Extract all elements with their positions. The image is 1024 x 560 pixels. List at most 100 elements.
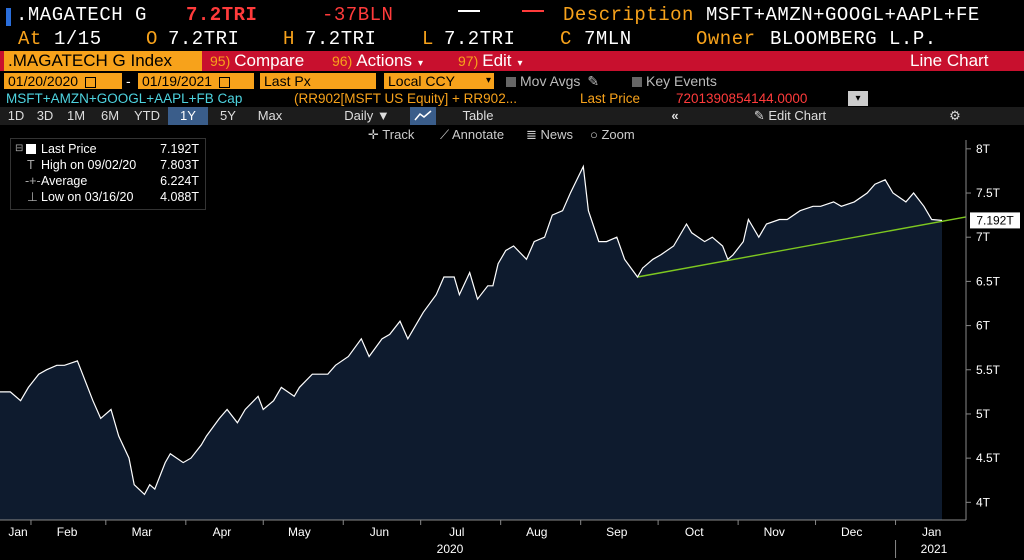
last-price: 7.2TRI <box>186 4 258 26</box>
price-field-value: Last Px <box>264 73 311 89</box>
mov-avgs-label: Mov Avgs <box>520 73 581 89</box>
legend-last-label: Last Price <box>41 142 97 156</box>
news-icon: ≣ <box>526 127 537 142</box>
last-value-label-box: 7.192T <box>970 212 1020 229</box>
legend-last-value: 7.192T <box>160 142 199 156</box>
settings-gear-icon[interactable]: ⚙ <box>949 108 961 123</box>
collapse-left-button[interactable]: « <box>671 108 679 123</box>
pencil-icon: ✎ <box>587 73 600 89</box>
trend-line <box>637 216 967 278</box>
end-date-value: 01/19/2021 <box>142 73 213 89</box>
edit-chart-button[interactable]: ✎ Edit Chart <box>742 107 838 125</box>
annotate-icon: ⟋ <box>440 127 450 142</box>
chart-type-button[interactable] <box>410 107 436 125</box>
y-tick-label: 5.5T <box>976 363 1001 377</box>
legend-average-value: 6.224T <box>160 174 199 188</box>
price-chart[interactable]: 4T 4.5T 5T 5.5T 6T 6.5T 7T 7.5T 8T Jan Feb Mar Apr M… <box>0 140 1024 560</box>
x-year-label: 2021 <box>921 542 948 556</box>
x-month-label: Oct <box>685 525 704 539</box>
price-field-dropdown[interactable]: Last Px <box>260 73 376 89</box>
security-dropdown-button[interactable]: ▾ <box>848 91 868 106</box>
low-value: 7.2TRI <box>444 28 516 50</box>
calendar-icon <box>218 76 230 88</box>
description-label: Description <box>563 4 694 26</box>
legend-swatch-icon <box>26 144 36 154</box>
ticker-marker <box>6 8 11 26</box>
security-index-label: .MAGATECH G Index <box>8 51 173 70</box>
price-area <box>0 166 942 520</box>
tab-period-5y[interactable]: 5Y <box>220 108 236 123</box>
checkbox-icon <box>506 77 516 88</box>
x-month-label: Jan <box>922 525 941 539</box>
checkbox-icon <box>632 77 642 88</box>
edit-number: 97) <box>458 53 479 69</box>
end-date-field[interactable]: 01/19/2021 <box>138 73 254 89</box>
chart-legend: ⊟ Last Price 7.192T T High on 09/02/20 7… <box>10 138 206 210</box>
crosshair-icon: ✛ <box>368 127 379 142</box>
x-month-label: Aug <box>526 525 547 539</box>
zoom-tool[interactable]: ○ Zoom <box>590 127 635 143</box>
legend-collapse-icon: ⊟ <box>15 143 24 154</box>
view-type-label: Line Chart <box>910 51 989 70</box>
legend-low: ⊥ Low on 03/16/20 4.088T <box>11 189 205 205</box>
x-month-label: Mar <box>132 525 153 539</box>
legend-high: T High on 09/02/20 7.803T <box>11 157 205 173</box>
tab-period-1d[interactable]: 1D <box>7 108 25 123</box>
mov-avgs-toggle[interactable]: Mov Avgs ✎ <box>502 73 603 89</box>
key-events-label: Key Events <box>646 73 717 89</box>
legend-high-value: 7.803T <box>160 158 199 172</box>
news-label: News <box>540 127 574 142</box>
x-month-label: Dec <box>841 525 862 539</box>
legend-high-label: High on 09/02/20 <box>41 158 137 172</box>
track-tool[interactable]: ✛ Track <box>368 127 414 143</box>
annotate-tool[interactable]: ⟋ Annotate <box>440 127 504 143</box>
frequency-dropdown[interactable]: Daily ▼ <box>336 107 398 125</box>
annotate-label: Annotate <box>452 127 505 142</box>
currency-dropdown[interactable]: Local CCY ▾ <box>384 73 494 89</box>
start-date-field[interactable]: 01/20/2020 <box>4 73 122 89</box>
x-month-label: Nov <box>764 525 785 539</box>
x-month-label: Jan <box>8 525 27 539</box>
actions-dropdown-icon: ▾ <box>417 58 424 69</box>
edit-button[interactable]: 97) Edit ▾ <box>458 51 523 71</box>
period-tab-bar <box>0 107 1024 125</box>
table-label: Table <box>462 108 494 123</box>
owner-label: Owner <box>696 28 756 50</box>
tab-period-1m[interactable]: 1M <box>66 108 86 123</box>
open-value: 7.2TRI <box>168 28 240 50</box>
at-value: 1/15 <box>54 28 102 50</box>
security-index-field[interactable]: .MAGATECH G Index <box>4 51 202 71</box>
x-month-label: Sep <box>606 525 628 539</box>
table-button[interactable]: Table <box>448 107 508 125</box>
edit-label: Edit <box>482 51 512 70</box>
compare-number: 95) <box>210 53 231 69</box>
x-month-label: May <box>288 525 311 539</box>
compare-button[interactable]: 95) Compare <box>210 51 304 71</box>
magnifier-icon: ○ <box>590 127 598 142</box>
legend-low-label: Low on 03/16/20 <box>41 190 134 204</box>
y-tick-label: 5T <box>976 407 991 421</box>
line-chart-icon <box>414 110 432 121</box>
key-events-toggle[interactable]: Key Events <box>628 73 721 89</box>
edit-dropdown-icon: ▾ <box>517 58 523 69</box>
news-tool[interactable]: ≣ News <box>526 127 573 143</box>
tab-period-max[interactable]: Max <box>257 108 283 123</box>
price-line <box>0 164 943 496</box>
edit-chart-label: Edit Chart <box>768 108 827 123</box>
compare-label: Compare <box>234 51 305 70</box>
x-month-label: Jul <box>449 525 464 539</box>
tab-period-3d[interactable]: 3D <box>36 108 54 123</box>
actions-button[interactable]: 96) Actions ▾ <box>332 51 423 71</box>
legend-average-label: Average <box>41 174 88 188</box>
x-month-label: Jun <box>370 525 389 539</box>
tab-period-6m[interactable]: 6M <box>100 108 120 123</box>
bid-indicator <box>458 10 480 12</box>
tab-period-ytd[interactable]: YTD <box>134 108 160 123</box>
tab-period-1y[interactable]: 1Y <box>168 107 208 125</box>
pencil-icon: ✎ <box>753 108 765 123</box>
security-field: Last Price <box>580 91 641 106</box>
calendar-icon <box>84 76 96 88</box>
actions-number: 96) <box>332 53 353 69</box>
y-tick-label: 4.5T <box>976 451 1001 465</box>
close-value: 7MLN <box>584 28 632 50</box>
